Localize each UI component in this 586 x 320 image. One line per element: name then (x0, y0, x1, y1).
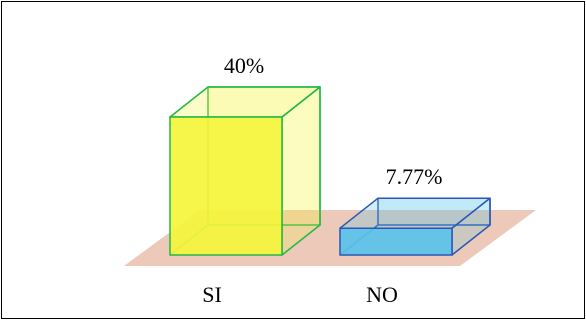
x-tick-label-si: SI (202, 282, 222, 307)
data-label-no: 7.77% (386, 164, 443, 189)
bar-si (169, 86, 321, 256)
x-tick-label-no: NO (366, 282, 398, 307)
bar-front-face (169, 116, 283, 256)
bar-no (339, 197, 491, 256)
data-label-si: 40% (224, 53, 264, 78)
bar-front-face (339, 227, 453, 256)
